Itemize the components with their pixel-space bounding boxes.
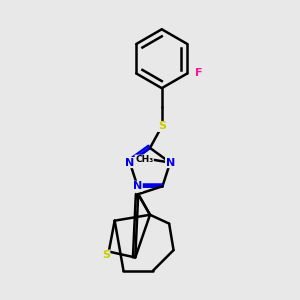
Text: S: S	[102, 250, 110, 260]
Text: N: N	[133, 181, 142, 191]
Text: S: S	[158, 122, 166, 131]
Text: F: F	[195, 68, 202, 78]
Text: N: N	[166, 158, 175, 168]
Text: CH₃: CH₃	[135, 155, 153, 164]
Text: N: N	[125, 158, 134, 168]
